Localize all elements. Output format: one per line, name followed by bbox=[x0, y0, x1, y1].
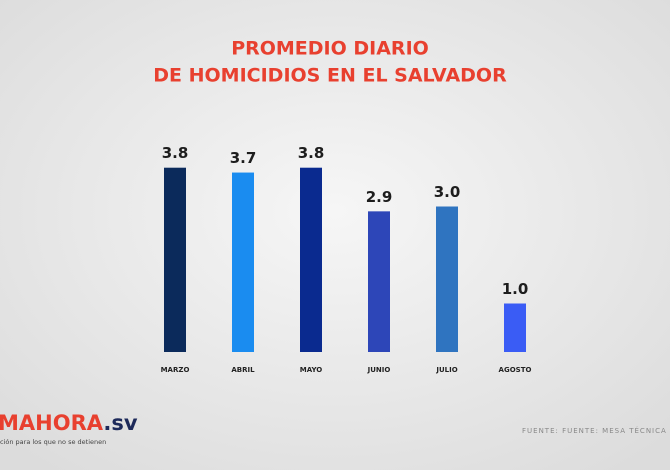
bar bbox=[232, 172, 254, 352]
value-label: 3.7 bbox=[230, 149, 257, 167]
value-label: 2.9 bbox=[366, 188, 393, 206]
bar bbox=[436, 206, 458, 352]
value-label: 3.8 bbox=[298, 144, 325, 162]
x-tick-label: JUNIO bbox=[367, 366, 391, 374]
x-tick-label: ABRIL bbox=[231, 366, 255, 374]
x-tick-label: JULIO bbox=[435, 366, 457, 374]
logo-tagline: ción para los que no se detienen bbox=[0, 438, 106, 446]
logo-brand: MAHORA bbox=[0, 411, 104, 435]
x-tick-label: MARZO bbox=[161, 366, 190, 374]
x-tick-label: MAYO bbox=[300, 366, 323, 374]
chart-title: DE HOMICIDIOS EN EL SALVADOR bbox=[153, 65, 507, 87]
logo: MAHORA.sv bbox=[0, 411, 138, 435]
value-label: 3.0 bbox=[434, 183, 461, 201]
bar bbox=[164, 167, 186, 352]
bar bbox=[300, 167, 322, 352]
bar bbox=[368, 211, 390, 352]
value-label: 1.0 bbox=[502, 280, 529, 298]
logo-suffix: .sv bbox=[103, 411, 137, 435]
source: FUENTE: FUENTE: MESA TÉCNICA Y PNC bbox=[522, 426, 670, 435]
x-tick-label: AGOSTO bbox=[499, 366, 532, 374]
value-label: 3.8 bbox=[162, 144, 189, 162]
chart-title: PROMEDIO DIARIO bbox=[231, 38, 429, 60]
bar bbox=[504, 303, 526, 352]
